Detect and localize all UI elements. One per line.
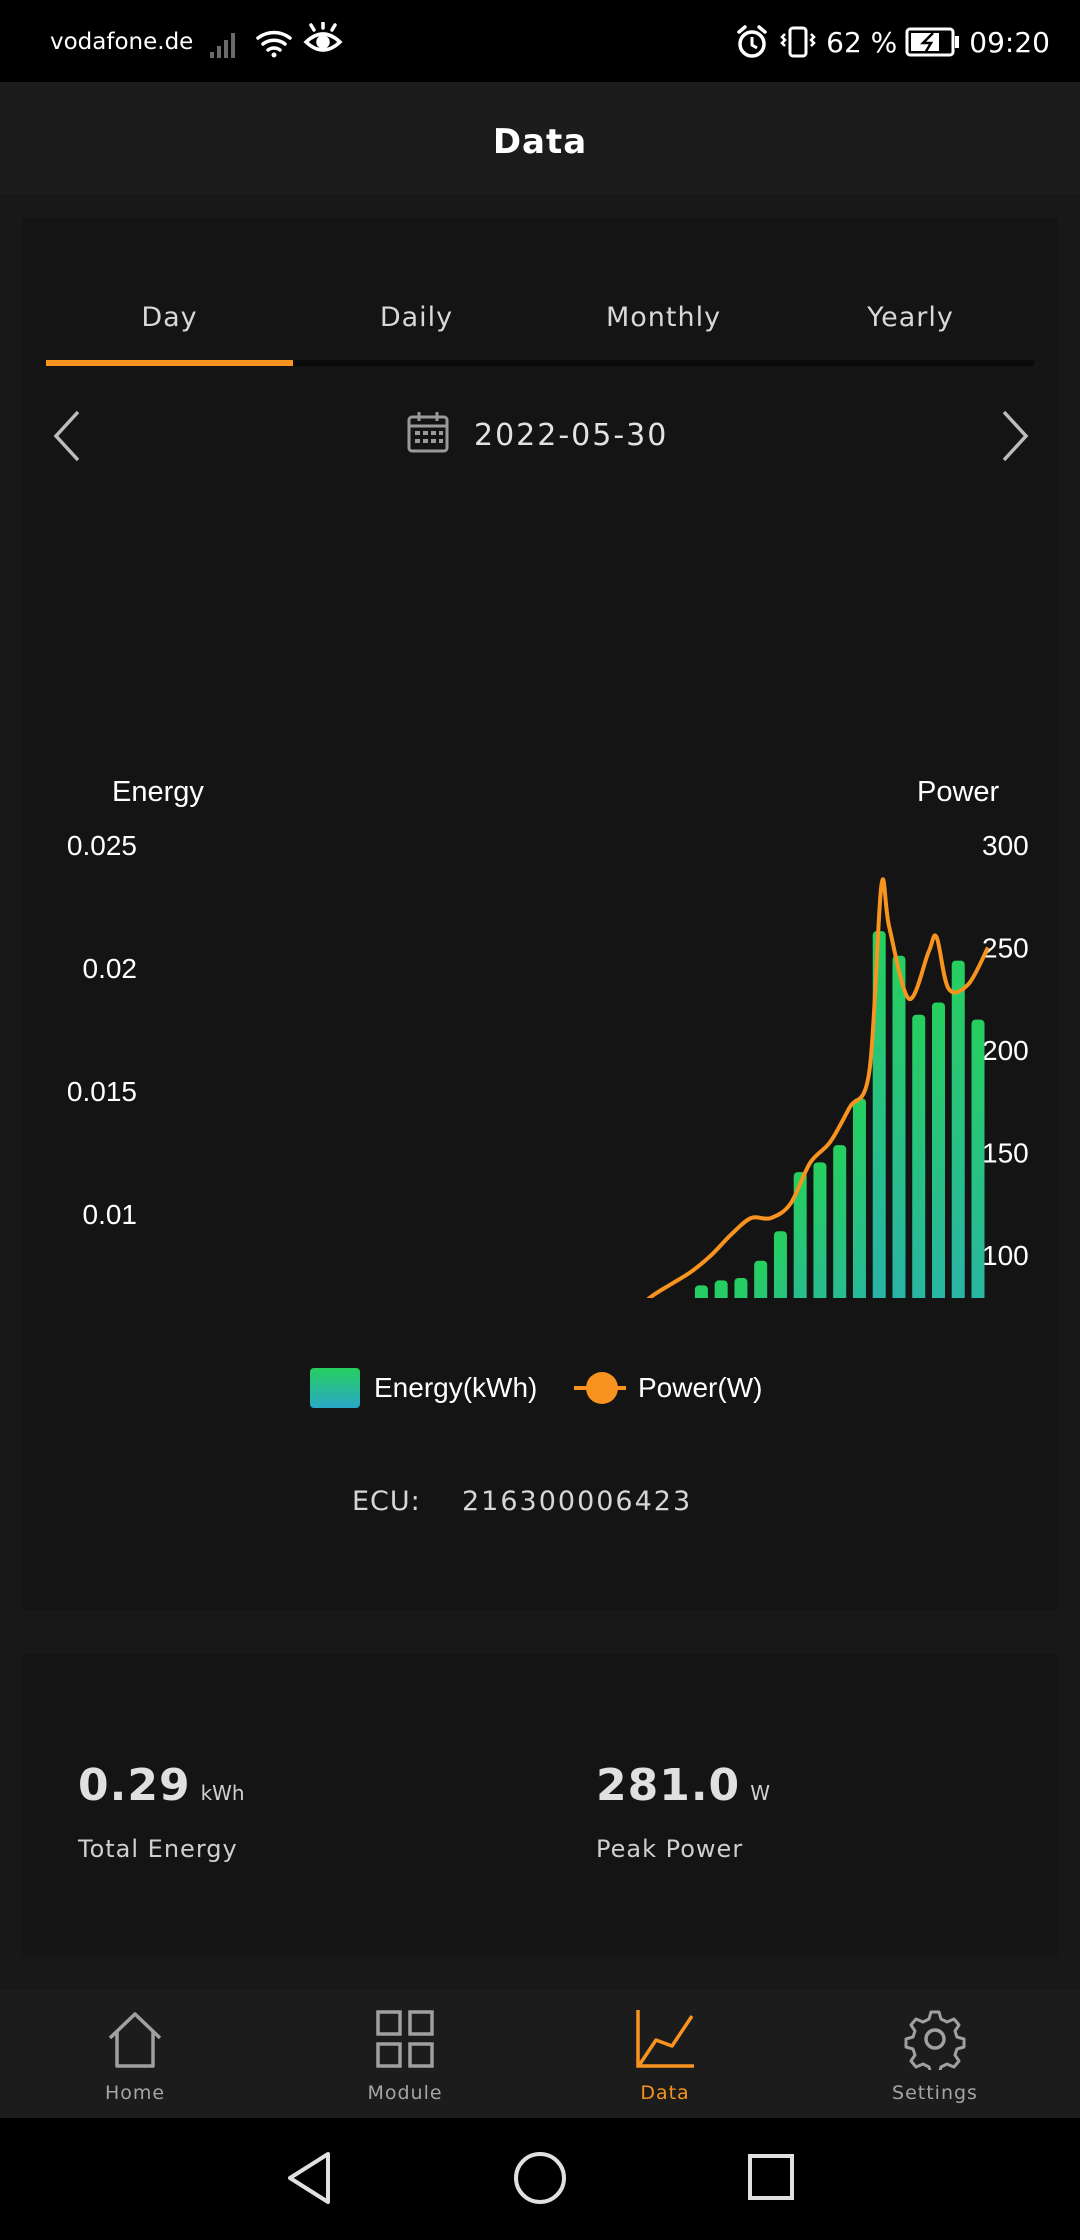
energy-bar: [714, 1280, 728, 1298]
energy-bar: [793, 1172, 807, 1298]
power-line: [646, 877, 990, 1298]
right-tick-label: 150: [982, 1138, 1029, 1169]
summary-card: 0.29 kWh Total Energy 281.0 W Peak Power: [22, 1654, 1058, 1956]
left-tick-label: 0.01: [83, 1199, 138, 1230]
legend-energy-label[interactable]: Energy(kWh): [374, 1372, 538, 1403]
carrier-name: vodafone.de: [50, 29, 194, 55]
chevron-right-icon[interactable]: [994, 406, 1034, 466]
nav-settings-label: Settings: [892, 2082, 978, 2104]
bottom-navigation: Home Module Data Settings: [0, 1990, 1080, 2118]
total-energy-label: Total Energy: [78, 1835, 238, 1863]
right-axis-ticks: 050100150200250300: [982, 830, 1029, 1271]
left-axis-label: Energy: [112, 776, 204, 808]
chevron-left-icon[interactable]: [48, 406, 88, 466]
ecu-label: ECU:: [352, 1486, 421, 1517]
right-axis-label: Power: [917, 776, 1000, 808]
energy-bar: [773, 1231, 787, 1298]
energy-bar: [951, 960, 965, 1298]
eye-icon: [303, 22, 343, 52]
peak-power-unit: W: [750, 1781, 770, 1805]
period-tabs: Day Daily Monthly Yearly: [46, 276, 1034, 366]
status-right: 62 % 09:20: [734, 20, 1050, 64]
peak-power-value: 281.0: [596, 1760, 741, 1811]
nav-module-label: Module: [367, 2082, 443, 2104]
back-icon[interactable]: [284, 2150, 334, 2206]
recents-icon[interactable]: [746, 2152, 796, 2202]
clock: 09:20: [969, 25, 1050, 59]
nav-data-label: Data: [640, 2082, 690, 2104]
home-icon: [108, 2012, 162, 2068]
legend-power-dot[interactable]: [586, 1372, 618, 1404]
tab-day[interactable]: Day: [46, 276, 293, 366]
tab-daily[interactable]: Daily: [379, 302, 454, 333]
page-title: Data: [492, 122, 588, 162]
total-energy-stat: 0.29 kWh Total Energy: [78, 1760, 245, 1863]
vibrate-icon: [780, 26, 816, 58]
energy-bar: [694, 1285, 708, 1298]
status-bar: vodafone.de 62 % 09:20: [0, 0, 1080, 82]
tab-yearly[interactable]: Yearly: [867, 302, 954, 333]
home-circle-icon[interactable]: [512, 2150, 568, 2206]
legend-power-label[interactable]: Power(W): [638, 1372, 763, 1403]
left-tick-label: 0.025: [67, 830, 137, 861]
total-energy-unit: kWh: [200, 1781, 245, 1805]
wifi-icon: [256, 30, 292, 58]
ecu-info: ECU: 216300006423: [22, 1486, 1058, 1536]
energy-bar: [833, 1145, 847, 1298]
selected-date[interactable]: 2022-05-30: [474, 418, 669, 453]
energy-bar: [813, 1162, 827, 1298]
nav-home-label: Home: [104, 2082, 166, 2104]
energy-bar: [931, 1002, 945, 1298]
peak-power-label: Peak Power: [596, 1835, 744, 1863]
chart-line-icon: [636, 2010, 694, 2068]
energy-bar: [754, 1260, 768, 1298]
date-selector: 2022-05-30: [22, 388, 1058, 468]
right-tick-label: 300: [982, 830, 1029, 861]
energy-bar: [872, 931, 886, 1298]
signal-wifi-eye-icons: [210, 22, 343, 58]
energy-bar: [971, 1019, 985, 1298]
energy-bar: [912, 1014, 926, 1298]
nav-home[interactable]: Home: [0, 1990, 270, 2118]
energy-bar: [892, 955, 906, 1298]
right-tick-label: 200: [982, 1035, 1029, 1066]
left-tick-label: 0.015: [67, 1076, 137, 1107]
battery-percent: 62 %: [826, 25, 898, 59]
gear-icon: [904, 2010, 966, 2070]
signal-icon: [210, 33, 235, 58]
energy-bar: [734, 1277, 748, 1298]
peak-power-stat: 281.0 W Peak Power: [596, 1760, 770, 1863]
nav-module[interactable]: Module: [270, 1990, 540, 2118]
app-header: Data: [0, 82, 1080, 194]
chart-card: Day Daily Monthly Yearly 2022-05-30: [22, 218, 1058, 1610]
battery-charging-icon: [905, 27, 960, 57]
calendar-icon[interactable]: [406, 410, 450, 454]
system-navigation-bar: [0, 2118, 1080, 2240]
ecu-value: 216300006423: [462, 1486, 693, 1517]
nav-settings[interactable]: Settings: [800, 1990, 1070, 2118]
total-energy-value: 0.29: [78, 1760, 191, 1811]
right-tick-label: 250: [982, 933, 1029, 964]
alarm-icon: [737, 25, 767, 58]
grid-icon: [376, 2010, 434, 2068]
right-tick-label: 100: [982, 1240, 1029, 1271]
energy-bars: [694, 931, 985, 1298]
nav-data[interactable]: Data: [530, 1990, 800, 2118]
left-tick-label: 0.02: [83, 953, 138, 984]
tab-monthly[interactable]: Monthly: [605, 302, 722, 333]
legend-energy-swatch[interactable]: [310, 1368, 360, 1408]
chart-legend: Energy(kWh) Power(W): [22, 1368, 1058, 1418]
energy-bar: [852, 1098, 866, 1298]
